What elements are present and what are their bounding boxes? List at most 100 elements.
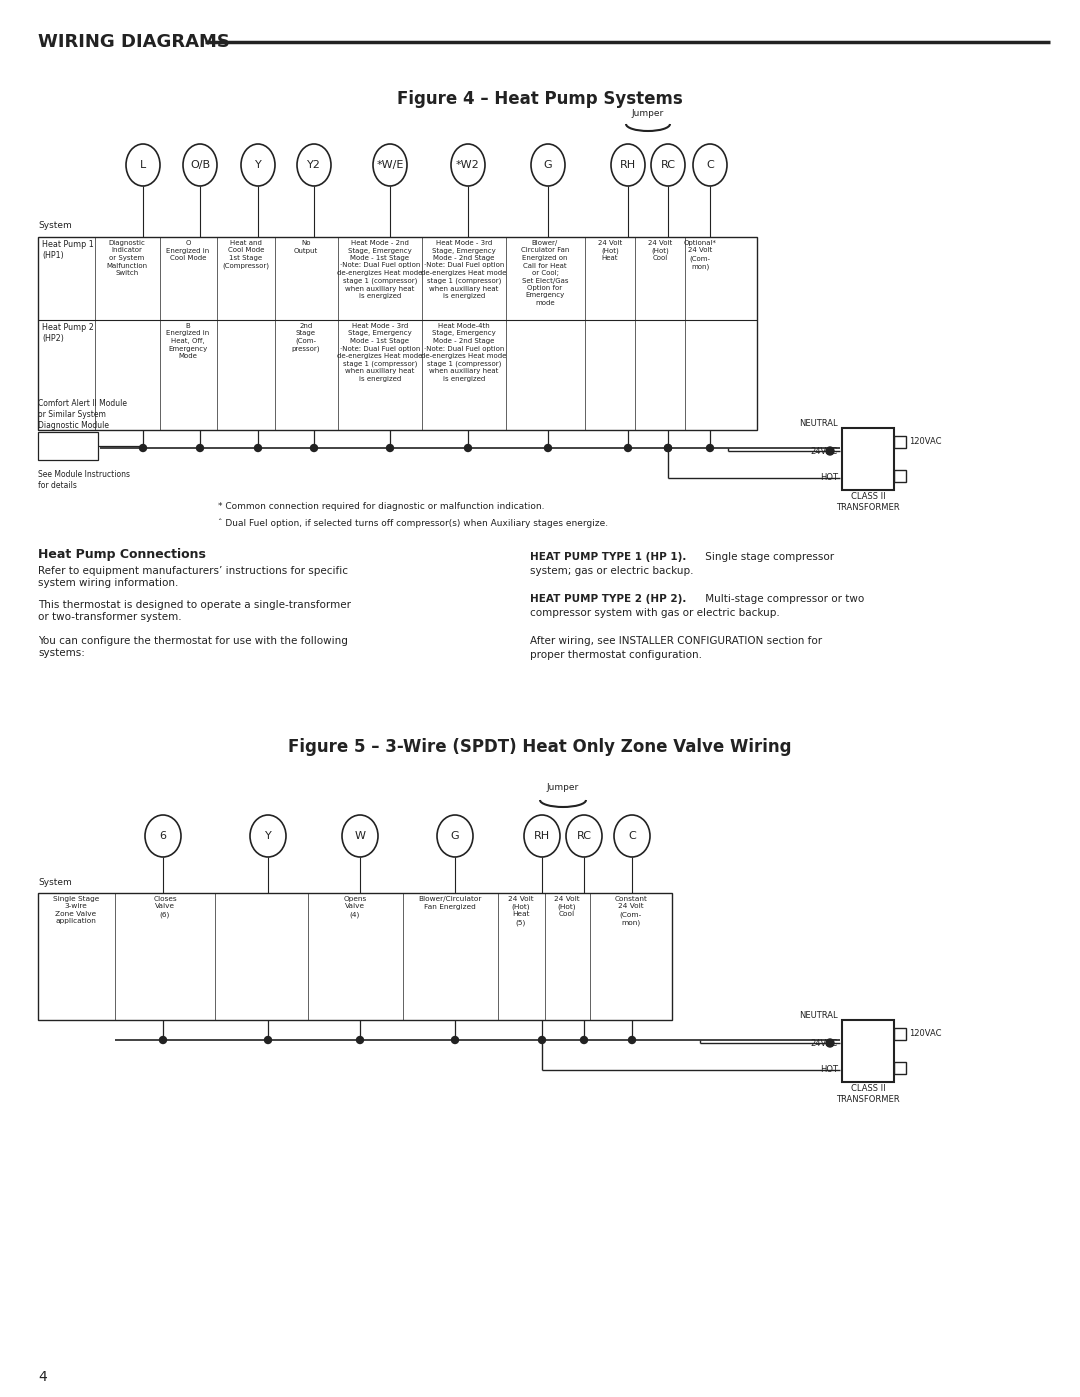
Text: ˆ Dual Fuel option, if selected turns off compressor(s) when Auxiliary stages en: ˆ Dual Fuel option, if selected turns of…	[218, 518, 608, 528]
Text: See Module Instructions
for details: See Module Instructions for details	[38, 469, 130, 490]
Text: W: W	[354, 831, 365, 841]
Text: Y: Y	[265, 831, 271, 841]
Ellipse shape	[524, 814, 561, 856]
Ellipse shape	[531, 144, 565, 186]
Ellipse shape	[651, 144, 685, 186]
Ellipse shape	[615, 814, 650, 856]
Text: 120VAC: 120VAC	[909, 1030, 942, 1038]
Text: HEAT PUMP TYPE 1 (HP 1).: HEAT PUMP TYPE 1 (HP 1).	[530, 552, 687, 562]
Text: 24 Volt
(Hot)
Cool: 24 Volt (Hot) Cool	[554, 895, 580, 918]
Text: Heat Pump Connections: Heat Pump Connections	[38, 548, 206, 562]
Text: *W/E: *W/E	[376, 161, 404, 170]
Text: Multi-stage compressor or two: Multi-stage compressor or two	[702, 594, 864, 604]
Text: System: System	[38, 221, 71, 231]
Text: O/B: O/B	[190, 161, 211, 170]
Circle shape	[356, 1037, 364, 1044]
Circle shape	[265, 1037, 271, 1044]
Text: 2nd
Stage
(Com-
pressor): 2nd Stage (Com- pressor)	[292, 323, 321, 352]
Circle shape	[706, 444, 714, 451]
Text: 24VAC: 24VAC	[811, 1038, 838, 1048]
Text: G: G	[543, 161, 552, 170]
Text: Heat Pump 2
(HP2): Heat Pump 2 (HP2)	[42, 323, 94, 344]
Circle shape	[451, 1037, 459, 1044]
Text: 24VAC: 24VAC	[811, 447, 838, 455]
Bar	[38, 432, 98, 460]
Bar	[38, 893, 672, 1020]
Text: NEUTRAL: NEUTRAL	[799, 1011, 838, 1020]
Bar	[842, 427, 894, 490]
Text: Single stage compressor: Single stage compressor	[702, 552, 834, 562]
Text: Y: Y	[255, 161, 261, 170]
Text: 24 Volt
(Hot)
Heat: 24 Volt (Hot) Heat	[598, 240, 622, 261]
Text: NEUTRAL: NEUTRAL	[799, 419, 838, 429]
Text: Heat and
Cool Mode
1st Stage
(Compressor): Heat and Cool Mode 1st Stage (Compressor…	[222, 240, 270, 270]
Ellipse shape	[249, 814, 286, 856]
Text: Y2: Y2	[307, 161, 321, 170]
Bar	[842, 1020, 894, 1083]
Text: Diagnostic
Indicator
or System
Malfunction
Switch: Diagnostic Indicator or System Malfuncti…	[107, 240, 148, 277]
Circle shape	[387, 444, 393, 451]
Text: CLASS II
TRANSFORMER: CLASS II TRANSFORMER	[836, 492, 900, 513]
Text: System: System	[38, 877, 71, 887]
Text: Single Stage
3-wire
Zone Valve
application: Single Stage 3-wire Zone Valve applicati…	[53, 895, 99, 925]
Circle shape	[160, 1037, 166, 1044]
Bar	[894, 436, 906, 448]
Bar	[894, 1062, 906, 1074]
Text: *W2: *W2	[456, 161, 480, 170]
Ellipse shape	[145, 814, 181, 856]
Ellipse shape	[126, 144, 160, 186]
Text: Heat Mode - 3rd
Stage, Emergency
Mode - 2nd Stage
·Note: Dual Fuel option
de-ene: Heat Mode - 3rd Stage, Emergency Mode - …	[421, 240, 507, 299]
Circle shape	[139, 444, 147, 451]
Ellipse shape	[183, 144, 217, 186]
Text: 24 Volt
(Hot)
Heat
(5): 24 Volt (Hot) Heat (5)	[509, 895, 534, 925]
Ellipse shape	[451, 144, 485, 186]
Text: C: C	[706, 161, 714, 170]
Text: Heat Mode-4th
Stage, Emergency
Mode - 2nd Stage
·Note: Dual Fuel option
de-energ: Heat Mode-4th Stage, Emergency Mode - 2n…	[421, 323, 507, 381]
Circle shape	[311, 444, 318, 451]
Circle shape	[826, 447, 834, 455]
Text: HOT: HOT	[820, 1066, 838, 1074]
Text: Refer to equipment manufacturers’ instructions for specific
system wiring inform: Refer to equipment manufacturers’ instru…	[38, 566, 348, 588]
Text: Comfort Alert II Module
or Similar System
Diagnostic Module: Comfort Alert II Module or Similar Syste…	[38, 398, 127, 430]
Text: O
Energized in
Cool Mode: O Energized in Cool Mode	[166, 240, 210, 261]
Bar	[38, 237, 757, 430]
Text: Blower/
Circulator Fan
Energized on
Call for Heat
or Cool;
Set Elect/Gas
Option : Blower/ Circulator Fan Energized on Call…	[521, 240, 569, 306]
Text: Jumper: Jumper	[632, 109, 664, 117]
Text: * Common connection required for diagnostic or malfunction indication.: * Common connection required for diagnos…	[218, 502, 544, 511]
Ellipse shape	[297, 144, 330, 186]
Ellipse shape	[342, 814, 378, 856]
Text: RC: RC	[577, 831, 592, 841]
Circle shape	[539, 1037, 545, 1044]
Circle shape	[464, 444, 472, 451]
Circle shape	[629, 1037, 635, 1044]
Text: proper thermostat configuration.: proper thermostat configuration.	[530, 650, 702, 659]
Text: No
Output: No Output	[294, 240, 319, 253]
Circle shape	[197, 444, 203, 451]
Text: Heat Pump 1
(HP1): Heat Pump 1 (HP1)	[42, 240, 94, 260]
Ellipse shape	[437, 814, 473, 856]
Text: HOT: HOT	[820, 474, 838, 482]
Ellipse shape	[566, 814, 602, 856]
Text: Closes
Valve
(6): Closes Valve (6)	[153, 895, 177, 918]
Circle shape	[624, 444, 632, 451]
Circle shape	[664, 444, 672, 451]
Text: B
Energized in
Heat, Off,
Emergency
Mode: B Energized in Heat, Off, Emergency Mode	[166, 323, 210, 359]
Text: 120VAC: 120VAC	[909, 437, 942, 447]
Ellipse shape	[611, 144, 645, 186]
Bar	[894, 1028, 906, 1039]
Text: G: G	[450, 831, 459, 841]
Text: This thermostat is designed to operate a single-transformer
or two-transformer s: This thermostat is designed to operate a…	[38, 599, 351, 623]
Text: Jumper: Jumper	[546, 782, 579, 792]
Text: You can configure the thermostat for use with the following
systems:: You can configure the thermostat for use…	[38, 636, 348, 658]
Text: Figure 5 – 3-Wire (SPDT) Heat Only Zone Valve Wiring: Figure 5 – 3-Wire (SPDT) Heat Only Zone …	[288, 738, 792, 756]
Text: compressor system with gas or electric backup.: compressor system with gas or electric b…	[530, 608, 780, 617]
Text: CLASS II
TRANSFORMER: CLASS II TRANSFORMER	[836, 1084, 900, 1104]
Text: 24 Volt
(Hot)
Cool: 24 Volt (Hot) Cool	[648, 240, 672, 261]
Text: Heat Mode - 2nd
Stage, Emergency
Mode - 1st Stage
·Note: Dual Fuel option
de-ene: Heat Mode - 2nd Stage, Emergency Mode - …	[337, 240, 422, 299]
Text: Optional*
24 Volt
(Com-
mon): Optional* 24 Volt (Com- mon)	[684, 240, 716, 270]
Text: Figure 4 – Heat Pump Systems: Figure 4 – Heat Pump Systems	[397, 89, 683, 108]
Text: WIRING DIAGRAMS: WIRING DIAGRAMS	[38, 34, 230, 52]
Text: Blower/Circulator
Fan Energized: Blower/Circulator Fan Energized	[418, 895, 482, 909]
Text: Opens
Valve
(4): Opens Valve (4)	[343, 895, 366, 918]
Ellipse shape	[693, 144, 727, 186]
